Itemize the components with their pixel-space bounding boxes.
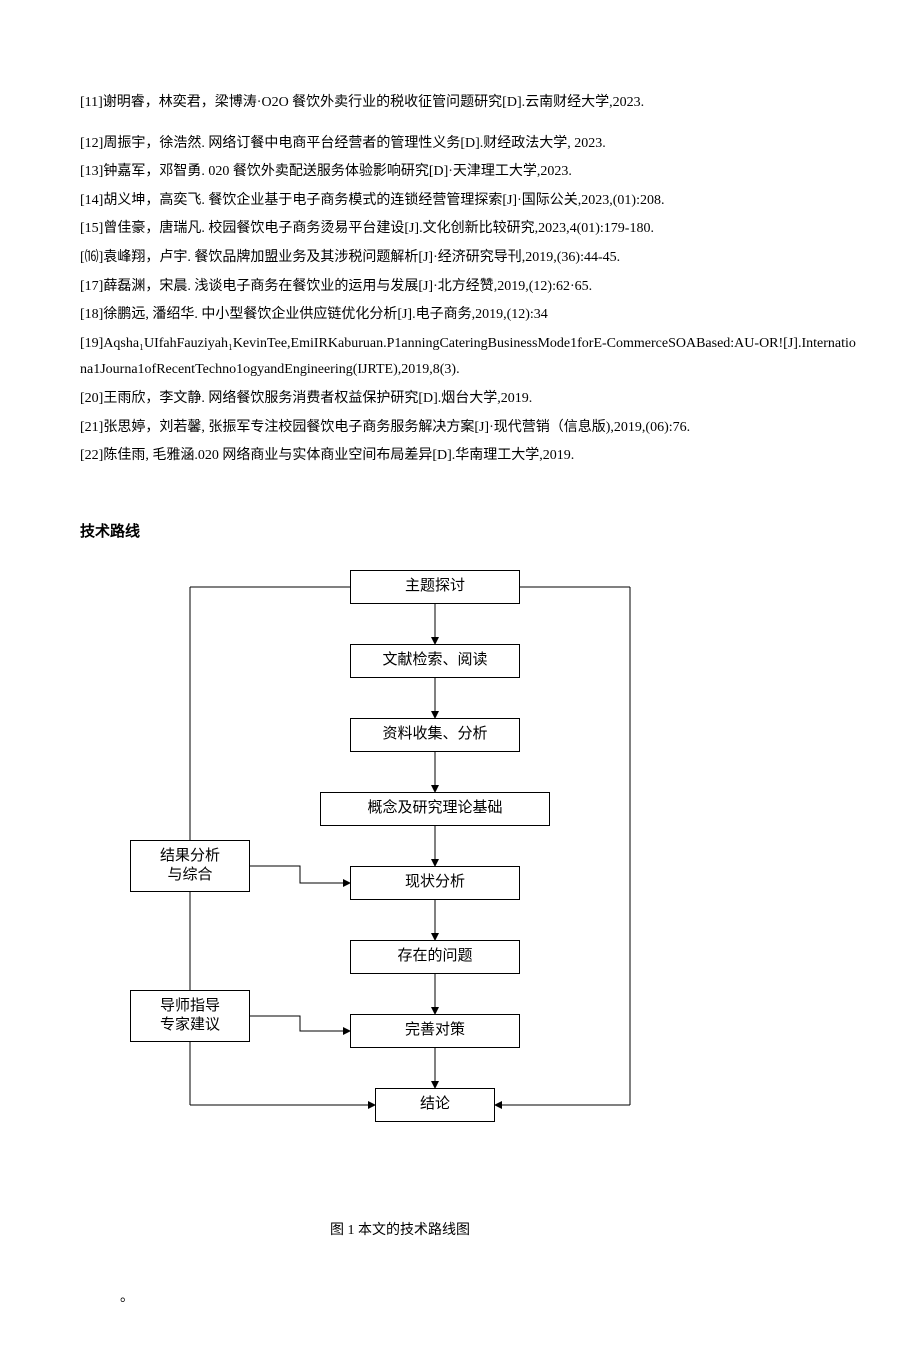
- flowchart-caption: 图 1 本文的技术路线图: [120, 1218, 680, 1245]
- footnote: 。: [120, 1285, 860, 1312]
- flowchart-node-n2: 文献检索、阅读: [350, 644, 520, 678]
- reference-item: [19]Aqsha₁UIfahFauziyah₁KevinTee,EmiIRKa…: [80, 331, 860, 384]
- reference-item: [⒃]袁峰翔，卢宇. 餐饮品牌加盟业务及其涉税问题解析[J]·经济研究导刊,20…: [80, 245, 860, 272]
- reference-item: [15]曾佳豪，唐瑞凡. 校园餐饮电子商务烫易平台建设[J].文化创新比较研究,…: [80, 216, 860, 243]
- reference-item: [21]张思婷，刘若馨, 张振军专注校园餐饮电子商务服务解决方案[J]·现代营销…: [80, 415, 860, 442]
- reference-item: [13]钟嘉军，邓智勇. 020 餐饮外卖配送服务体验影响研究[D]·天津理工大…: [80, 159, 860, 186]
- reference-item: [12]周振宇，徐浩然. 网络订餐中电商平台经营者的管理性义务[D].财经政法大…: [80, 131, 860, 158]
- flowchart: 主题探讨文献检索、阅读资料收集、分析概念及研究理论基础现状分析存在的问题完善对策…: [120, 570, 680, 1210]
- flowchart-node-left2: 导师指导 专家建议: [130, 990, 250, 1042]
- flowchart-node-n3: 资料收集、分析: [350, 718, 520, 752]
- reference-item: [20]王雨欣，李文静. 网络餐饮服务消费者权益保护研究[D].烟台大学,201…: [80, 386, 860, 413]
- reference-item: [14]胡义坤，高奕飞. 餐饮企业基于电子商务模式的连锁经营管理探索[J]·国际…: [80, 188, 860, 215]
- reference-item: [22]陈佳雨, 毛雅涵.020 网络商业与实体商业空间布局差异[D].华南理工…: [80, 443, 860, 470]
- flowchart-node-n4: 概念及研究理论基础: [320, 792, 550, 826]
- flowchart-node-n6: 存在的问题: [350, 940, 520, 974]
- reference-item: [11]谢明睿，林奕君，梁博涛·O2O 餐饮外卖行业的税收征管问题研究[D].云…: [80, 90, 860, 117]
- references-list: [11]谢明睿，林奕君，梁博涛·O2O 餐饮外卖行业的税收征管问题研究[D].云…: [80, 90, 860, 470]
- reference-item: [18]徐鹏远, 潘绍华. 中小型餐饮企业供应链优化分析[J].电子商务,201…: [80, 302, 860, 329]
- flowchart-node-n1: 主题探讨: [350, 570, 520, 604]
- reference-item: [17]薛磊渊，宋晨. 浅谈电子商务在餐饮业的运用与发展[J]·北方经赞,201…: [80, 274, 860, 301]
- flowchart-node-n8: 结论: [375, 1088, 495, 1122]
- flowchart-node-n7: 完善对策: [350, 1014, 520, 1048]
- flowchart-node-n5: 现状分析: [350, 866, 520, 900]
- flowchart-node-left1: 结果分析 与综合: [130, 840, 250, 892]
- section-title: 技术路线: [80, 518, 860, 547]
